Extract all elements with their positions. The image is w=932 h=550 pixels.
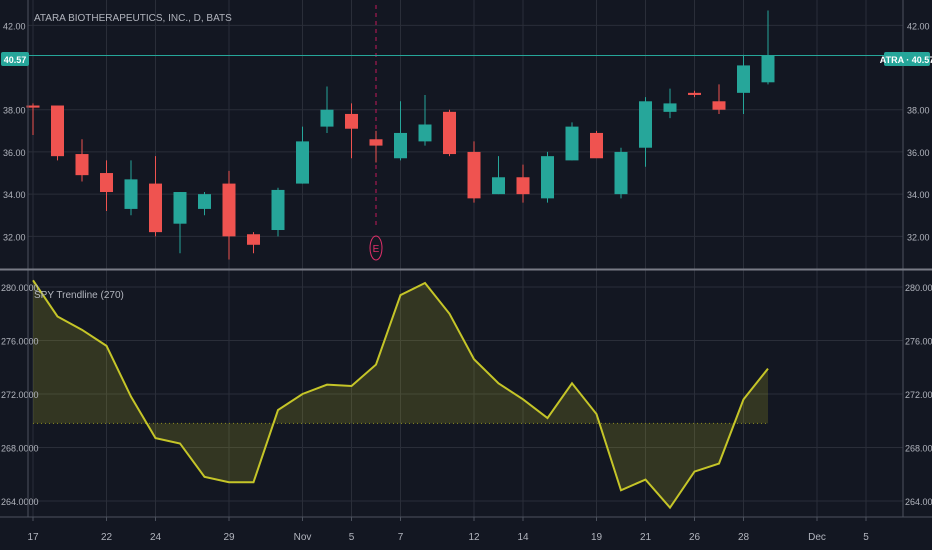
x-tick-label: 5 — [863, 532, 869, 543]
price-axis-left-label: 32.00 — [3, 232, 26, 242]
candle-body — [639, 101, 652, 148]
indicator-axis-right-label: 280.0000 — [905, 283, 932, 293]
last-price-tag-right: ATRA · 40.57 — [880, 52, 932, 66]
price-axis-left-label: 42.00 — [3, 21, 26, 31]
candle-body — [173, 192, 187, 224]
earnings-marker-label: E — [373, 244, 380, 255]
candle-body — [149, 183, 162, 233]
x-tick-label: Dec — [808, 532, 826, 543]
candle-body — [75, 154, 89, 176]
candle-body — [418, 124, 432, 142]
candle-body — [394, 132, 407, 159]
candle-body — [737, 65, 750, 93]
candle-body — [124, 179, 138, 209]
price-axis-right-label: 32.00 — [907, 232, 930, 242]
candle-body — [467, 151, 481, 199]
candle-body — [26, 105, 40, 108]
indicator-line — [32, 279, 769, 510]
price-axis-right-label: 34.00 — [907, 190, 930, 200]
symbol-title: ATARA BIOTHERAPEUTICS, INC., D, BATS — [34, 13, 232, 24]
price-axis-right-label: 38.00 — [907, 106, 930, 116]
x-tick-label: 22 — [101, 532, 113, 543]
x-tick-label: 21 — [640, 532, 652, 543]
indicator-area — [33, 280, 768, 508]
candle-body — [492, 177, 505, 195]
candle-body — [271, 189, 285, 231]
candle-body — [565, 126, 579, 161]
x-tick-label: 28 — [738, 532, 750, 543]
last-price-tag-left-bg — [1, 52, 29, 66]
last-price-tag-right-text: ATRA · 40.57 — [880, 55, 932, 65]
indicator-axis-left-label: 272.0000 — [1, 390, 39, 400]
price-axis-right-label: 42.00 — [907, 21, 930, 31]
last-price-tag-left-text: 40.57 — [4, 55, 27, 65]
earnings-marker-group[interactable]: E — [369, 5, 383, 261]
candle-body — [51, 105, 64, 157]
candle-body — [222, 183, 236, 237]
candle-body — [198, 194, 211, 209]
candle-body — [443, 111, 456, 155]
candle-body — [541, 156, 554, 199]
price-axis-left-label: 38.00 — [3, 106, 26, 116]
x-tick-label: 26 — [689, 532, 701, 543]
x-tick-label: 19 — [591, 532, 603, 543]
candles — [26, 10, 775, 260]
candle-body — [712, 101, 726, 110]
candle-body — [247, 234, 260, 245]
indicator-axis-right-label: 276.0000 — [905, 337, 932, 347]
last-price-tag-left: 40.57 — [1, 52, 29, 66]
earnings-marker-icon[interactable] — [369, 235, 383, 261]
indicator-axis-left-label: 264.0000 — [1, 497, 39, 507]
candle-body — [345, 113, 358, 129]
indicator-axis-left-label: 268.0000 — [1, 443, 39, 453]
candle-body — [369, 139, 383, 146]
price-axis-left-label: 36.00 — [3, 148, 26, 158]
price-axis-right-label: 36.00 — [907, 148, 930, 158]
grid — [28, 0, 903, 517]
candle-body — [590, 132, 603, 159]
price-axis-left-label: 34.00 — [3, 190, 26, 200]
x-tick-label: 17 — [27, 532, 39, 543]
indicator-axis-left-label: 280.0000 — [1, 283, 39, 293]
candle-body — [663, 103, 677, 112]
x-tick-label: 12 — [468, 532, 480, 543]
x-tick-label: 7 — [398, 532, 404, 543]
x-tick-label: 29 — [223, 532, 235, 543]
x-tick-label: 5 — [349, 532, 355, 543]
x-tick-label: 14 — [517, 532, 529, 543]
candle-body — [320, 109, 334, 127]
indicator-title: SPY Trendline (270) — [34, 290, 124, 301]
indicator-axis-right-label: 272.0000 — [905, 390, 932, 400]
indicator-axis-right-label: 268.0000 — [905, 443, 932, 453]
x-tick-label: 24 — [150, 532, 162, 543]
candle-body — [100, 173, 113, 193]
candle-body — [761, 55, 775, 83]
indicator-axis-right-label: 264.0000 — [905, 497, 932, 507]
candle-body — [516, 177, 530, 195]
candle-body — [296, 141, 309, 184]
x-tick-label: Nov — [294, 532, 312, 543]
last-price-tag-right-bg — [884, 52, 930, 66]
indicator-axis-left-label: 276.0000 — [1, 337, 39, 347]
indicator-plot — [32, 279, 769, 510]
candle-body — [688, 92, 701, 95]
candle-body — [614, 151, 628, 195]
